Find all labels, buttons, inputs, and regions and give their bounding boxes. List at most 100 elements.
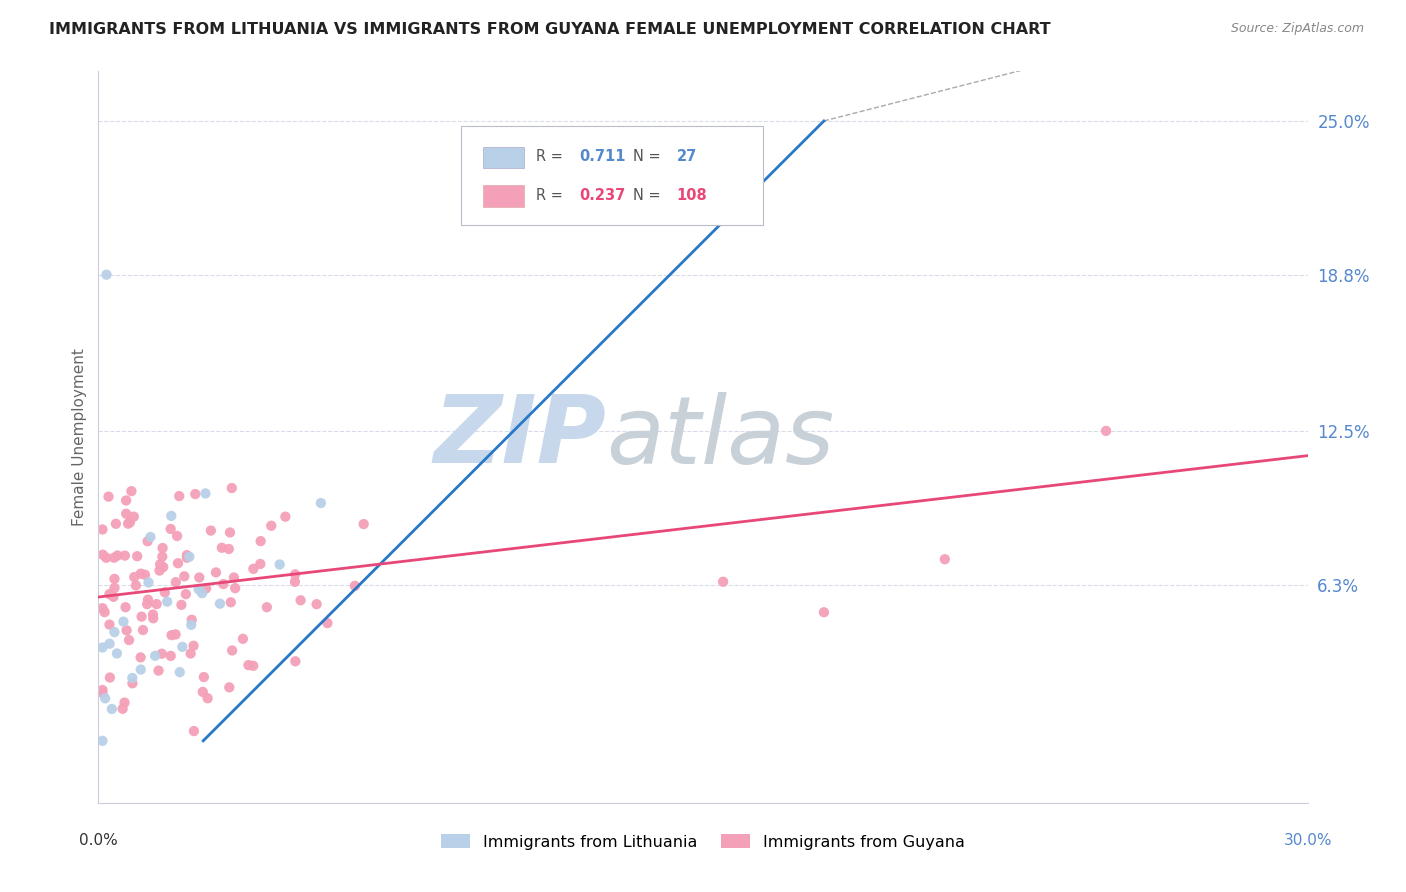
Point (115, 507, 138, 521)
Point (183, 639, 205, 653)
Point (132, 623, 155, 637)
Point (91, 548, 114, 562)
Point (118, 633, 141, 648)
Point (222, 570, 245, 584)
Point (91, 683, 114, 698)
Point (176, 550, 198, 565)
Point (98, 587, 121, 601)
Point (150, 549, 173, 564)
Point (221, 481, 243, 495)
Text: Source: ZipAtlas.com: Source: ZipAtlas.com (1230, 22, 1364, 36)
Point (934, 552, 956, 566)
Point (91, 523, 114, 537)
Point (115, 493, 138, 508)
Point (107, 549, 129, 563)
Point (165, 627, 187, 641)
Text: 0.711: 0.711 (579, 150, 626, 164)
Point (205, 566, 228, 580)
FancyBboxPatch shape (482, 146, 524, 168)
Point (269, 558, 291, 572)
Point (180, 647, 202, 661)
FancyBboxPatch shape (461, 126, 763, 225)
Point (160, 508, 183, 523)
Point (274, 509, 297, 524)
Point (131, 609, 153, 624)
Point (159, 522, 181, 536)
Point (127, 549, 149, 564)
Point (97, 490, 120, 504)
Point (174, 587, 197, 601)
Point (117, 516, 139, 531)
Point (103, 572, 125, 586)
Point (284, 567, 307, 582)
Point (290, 593, 312, 607)
Point (195, 582, 218, 596)
Point (103, 590, 125, 604)
Point (101, 702, 124, 716)
Point (150, 647, 173, 661)
Point (242, 658, 264, 673)
Point (142, 611, 165, 625)
Point (219, 595, 242, 609)
Text: atlas: atlas (606, 392, 835, 483)
Point (219, 525, 242, 540)
Point (249, 557, 271, 571)
Text: ZIP: ZIP (433, 391, 606, 483)
Point (96, 268, 118, 282)
Text: IMMIGRANTS FROM LITHUANIA VS IMMIGRANTS FROM GUYANA FEMALE UNEMPLOYMENT CORRELAT: IMMIGRANTS FROM LITHUANIA VS IMMIGRANTS … (49, 22, 1050, 37)
Point (711, 574, 734, 589)
Y-axis label: Female Unemployment: Female Unemployment (72, 348, 87, 526)
Point (129, 663, 152, 677)
Point (103, 625, 125, 640)
Point (121, 676, 143, 690)
Point (221, 643, 243, 657)
Point (224, 581, 246, 595)
Point (159, 648, 181, 663)
Legend: Immigrants from Lithuania, Immigrants from Guyana: Immigrants from Lithuania, Immigrants fr… (441, 834, 965, 850)
Point (148, 664, 170, 678)
Point (284, 574, 307, 589)
Point (145, 597, 167, 611)
Point (180, 618, 202, 632)
Point (98, 617, 121, 632)
Point (172, 640, 194, 654)
Point (153, 585, 176, 599)
Point (571, 201, 593, 215)
Point (179, 549, 201, 564)
Point (184, 487, 207, 501)
Point (129, 566, 152, 581)
Point (143, 648, 166, 663)
Text: 108: 108 (676, 188, 707, 203)
Point (111, 702, 134, 716)
Point (188, 570, 211, 584)
Text: N =: N = (633, 150, 665, 164)
Point (173, 569, 195, 583)
Text: 30.0%: 30.0% (1284, 833, 1331, 848)
Point (115, 624, 138, 638)
Point (167, 556, 190, 570)
Point (152, 541, 174, 555)
Point (238, 658, 260, 673)
Point (96, 550, 118, 565)
Point (169, 665, 191, 680)
Text: R =: R = (536, 188, 568, 203)
Point (91, 601, 114, 615)
Point (139, 530, 162, 544)
Point (183, 724, 205, 739)
Point (120, 484, 142, 499)
Point (191, 685, 214, 699)
Point (305, 597, 328, 611)
Text: 0.0%: 0.0% (79, 833, 118, 848)
Point (91, 686, 114, 700)
Point (242, 562, 264, 576)
Point (180, 613, 202, 627)
Point (353, 517, 375, 532)
Point (218, 681, 240, 695)
Point (122, 509, 145, 524)
Point (165, 575, 187, 590)
Point (103, 581, 125, 595)
FancyBboxPatch shape (482, 186, 524, 207)
Point (152, 560, 174, 574)
Point (114, 600, 136, 615)
Point (309, 496, 332, 510)
